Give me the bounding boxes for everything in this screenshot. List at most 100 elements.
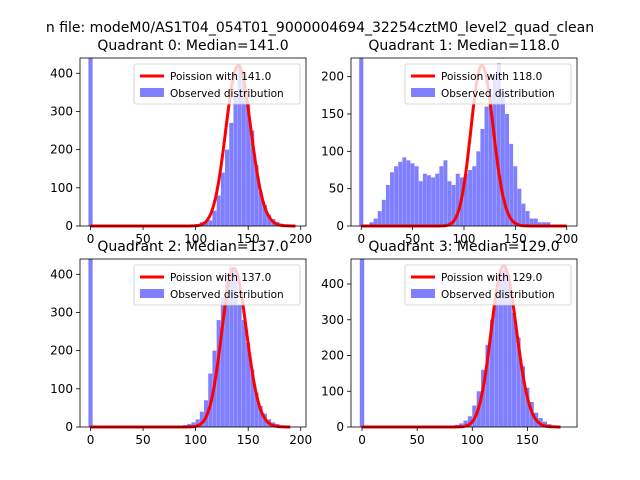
histogram-bar [406,160,411,226]
y-tick-label: 200 [321,349,344,363]
histogram-bar [199,411,204,427]
histogram-bar [373,218,378,226]
histogram-bar [369,222,374,226]
legend-hist-label: Observed distribution [170,289,284,301]
histogram-bar [520,366,525,427]
legend-hist-label: Observed distribution [441,289,555,301]
legend-hist-swatch [140,88,164,97]
y-tick-label: 0 [65,420,73,434]
x-tick-label: 150 [504,232,527,246]
histogram-bar [258,406,263,427]
histogram-bar [488,95,493,226]
histogram-bar [237,304,242,427]
y-tick-label: 150 [321,107,344,121]
histogram-bar [254,164,259,226]
histogram-bar [439,166,444,226]
y-tick-label: 100 [321,144,344,158]
x-tick-label: 0 [87,232,95,246]
histogram-bar [496,63,501,226]
histogram-bar [385,184,390,226]
histogram-bar [195,419,200,427]
histogram-bar [241,80,246,226]
x-tick-label: 150 [516,433,539,447]
histogram-bar [246,103,251,226]
legend-hist-swatch [411,88,435,97]
histogram-bar [468,170,473,226]
x-tick-label: 0 [358,433,366,447]
histogram-bar [241,320,246,427]
axes-frame [79,258,307,428]
histogram-bar [451,184,456,226]
chart-title: Quadrant 2: Median=137.0 [97,239,288,255]
legend-line-label: Poission with 141.0 [170,71,271,83]
histogram-bar [233,96,238,226]
legend-line-label: Poission with 129.0 [441,272,542,284]
histogram-bar [480,128,485,226]
histogram-bar [208,220,213,226]
legend-box [404,63,572,105]
histogram-bar [410,163,415,226]
y-tick-label: 0 [336,420,344,434]
x-tick-label: 0 [357,232,365,246]
histogram-bar [427,175,431,226]
histogram-bar [509,143,514,226]
histogram-bar [525,211,530,226]
histogram-bar [212,210,217,226]
histogram-bar [503,269,508,427]
histogram-bar [254,392,259,427]
histogram-bar [472,166,477,226]
histogram-bar [229,122,234,226]
x-tick-label: 200 [289,232,312,246]
histogram-bar [262,205,267,226]
zero-bin-bar [359,58,364,226]
histogram-bar [505,114,509,226]
histogram-bar [511,312,517,427]
histogram-bar [250,369,255,427]
x-tick-label: 50 [410,433,425,447]
histogram-bar [394,166,399,226]
y-tick-label: 100 [50,181,73,195]
histogram-bar [414,166,419,226]
histogram-bar [507,284,512,427]
zero-bin-bar [88,259,93,427]
histogram-bar [476,151,481,226]
histogram-bar [529,218,534,226]
legend-box [404,264,572,306]
histogram-bar [467,416,473,427]
charts-grid: Quadrant 0: Median=141.0 0 50 100 150 200 0 100… [50,38,578,447]
legend-line-label: Poission with 118.0 [441,71,542,83]
histogram-bar [225,149,230,226]
histogram-bar [258,191,263,226]
histogram-bar [435,173,440,226]
histogram-bar [390,172,394,226]
histogram-bar [220,172,225,226]
chart-panel-2: Quadrant 2: Median=137.0 0 50 100 150 200 0 100… [50,239,312,447]
histogram-bar [233,270,238,427]
histogram-bar [225,274,230,427]
zero-bin-bar [359,259,365,427]
chart-panel-0: Quadrant 0: Median=141.0 0 50 100 150 200 0 100… [50,38,312,246]
legend-hist-swatch [140,289,164,298]
y-tick-label: 0 [65,219,73,233]
histogram-bar [381,199,386,226]
histogram-bar [489,319,495,427]
histogram-bar [494,291,499,427]
histogram-bar [516,337,521,427]
histogram-bar [463,420,468,427]
y-tick-label: 300 [50,104,73,118]
legend-hist-label: Observed distribution [170,88,284,100]
histogram-bar [537,222,542,226]
y-tick-label: 50 [329,182,344,196]
x-tick-label: 150 [237,433,260,447]
histogram-bar [484,106,489,226]
y-tick-label: 200 [321,70,344,84]
x-tick-label: 50 [135,433,150,447]
y-tick-label: 400 [321,277,344,291]
y-tick-label: 100 [321,384,344,398]
histogram-bar [431,177,436,226]
chart-title: Quadrant 1: Median=118.0 [368,38,559,54]
x-tick-label: 50 [405,232,420,246]
histogram-bar [533,218,538,226]
histogram-bar [229,266,234,427]
